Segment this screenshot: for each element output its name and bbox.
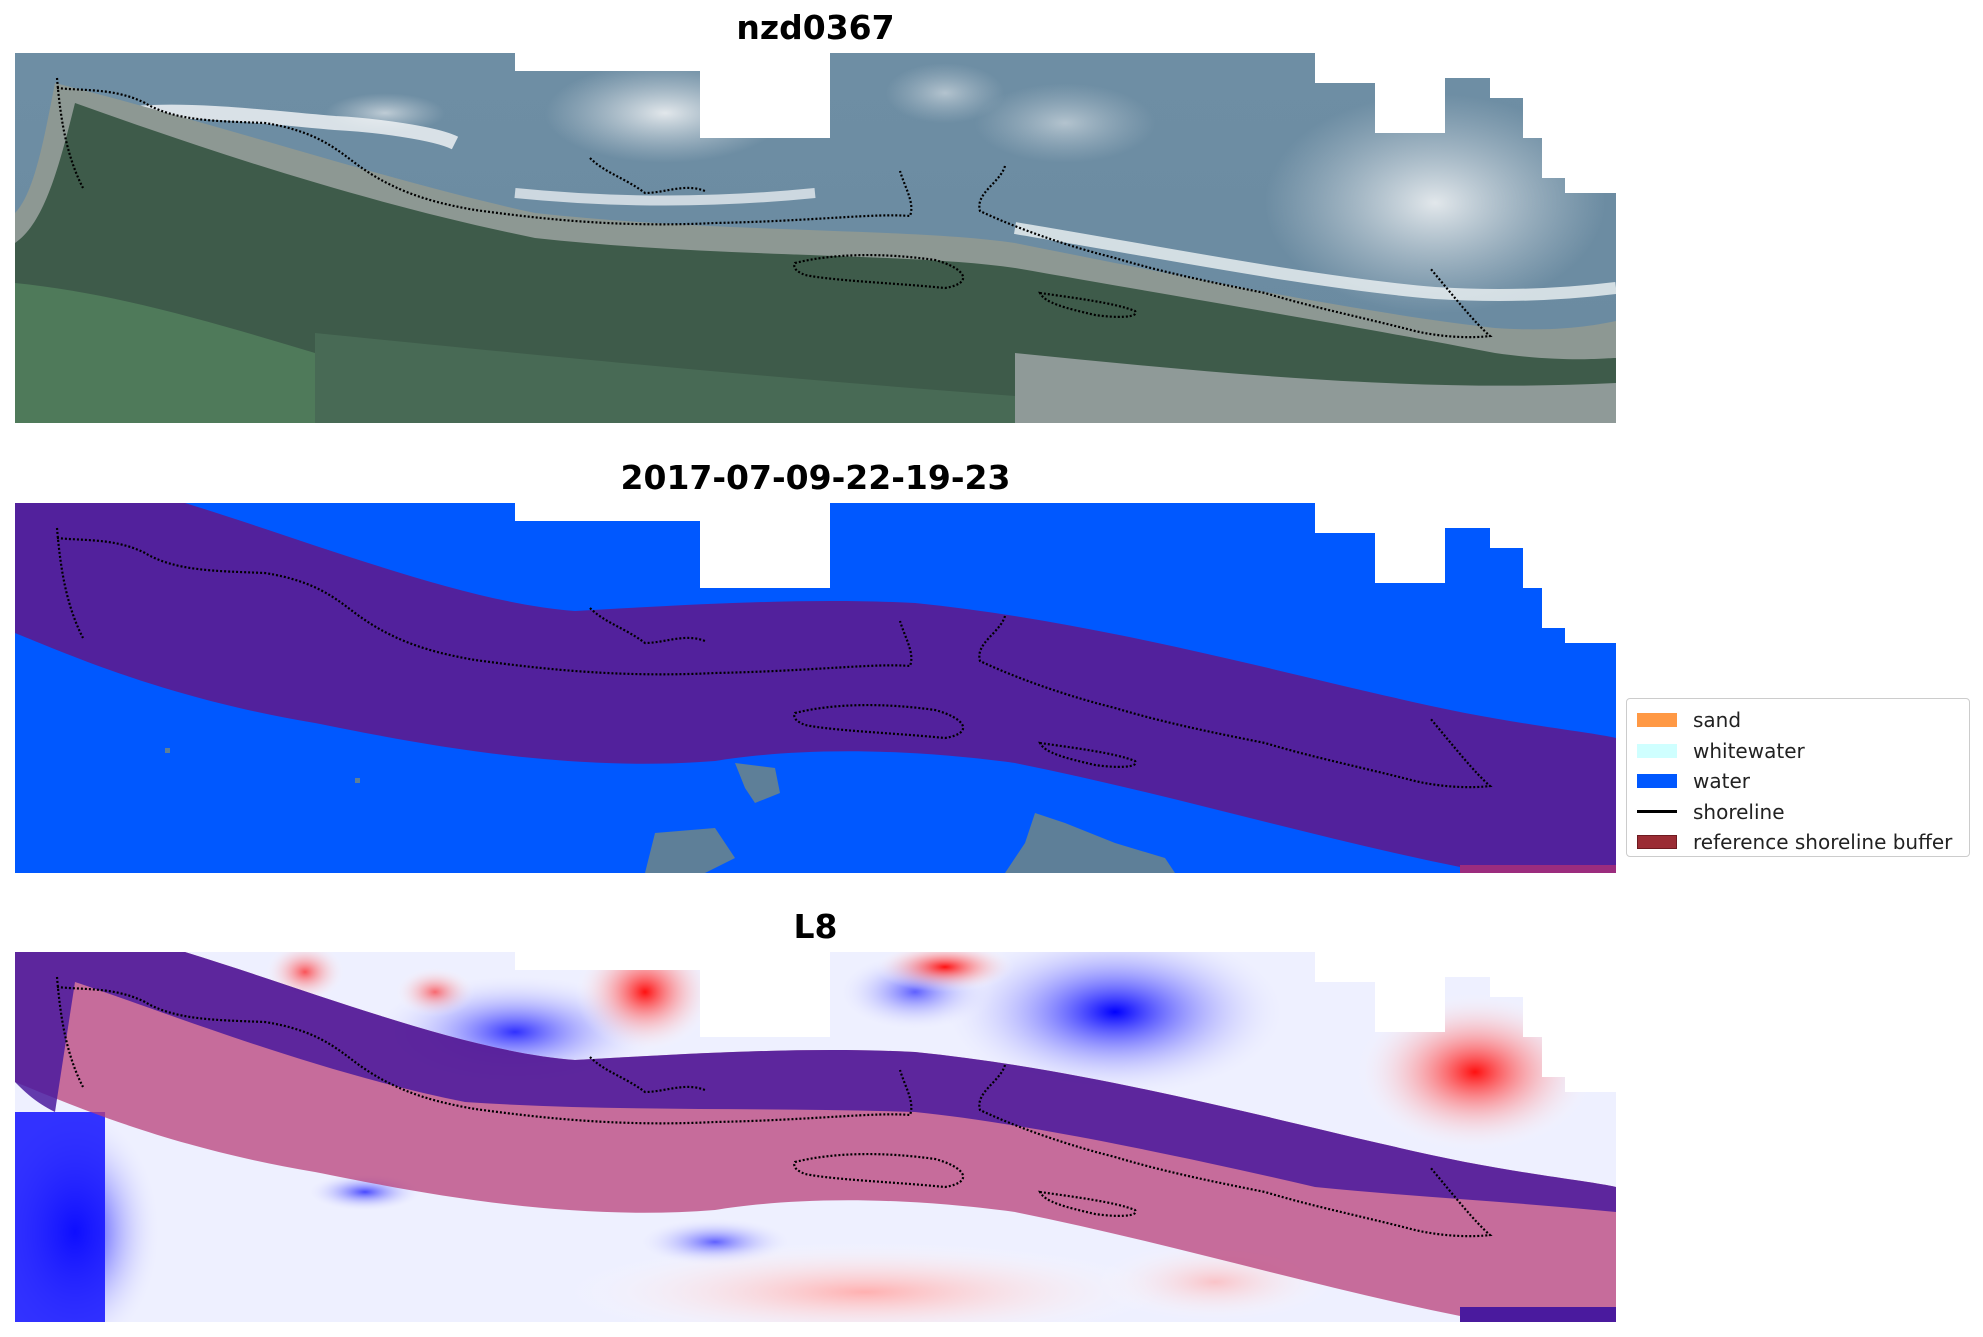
legend-label: shoreline	[1693, 799, 1785, 824]
whitewater-swatch	[1637, 743, 1677, 758]
buffer-swatch	[1637, 835, 1677, 850]
legend-item-shoreline: shoreline	[1637, 797, 1959, 828]
legend-item-water: water	[1637, 766, 1959, 797]
water-index-image	[15, 952, 1616, 1322]
legend-label: water	[1693, 769, 1750, 794]
legend-label: reference shoreline buffer	[1693, 830, 1953, 855]
shoreline-line-1	[55, 77, 1493, 339]
classification-panel	[15, 503, 1616, 873]
legend-label: sand	[1693, 708, 1742, 733]
panel-1-title: nzd0367	[736, 8, 895, 47]
shoreline-line-3	[55, 976, 1493, 1238]
classification-image	[15, 503, 1616, 873]
panel-2-title: 2017-07-09-22-19-23	[620, 458, 1011, 497]
water-swatch	[1637, 774, 1677, 789]
satellite-image	[15, 53, 1616, 423]
shoreline-swatch	[1637, 810, 1677, 814]
sand-swatch	[1637, 713, 1677, 728]
panel-3-title: L8	[793, 907, 838, 946]
legend-item-whitewater: whitewater	[1637, 736, 1959, 767]
legend-item-sand: sand	[1637, 705, 1959, 736]
satellite-image-panel	[15, 53, 1616, 423]
legend-item-reference-buffer: reference shoreline buffer	[1637, 827, 1959, 858]
water-index-panel	[15, 952, 1616, 1322]
legend-label: whitewater	[1693, 738, 1805, 763]
legend: sand whitewater water shoreline referenc…	[1626, 698, 1970, 857]
shoreline-line-2	[55, 527, 1493, 789]
